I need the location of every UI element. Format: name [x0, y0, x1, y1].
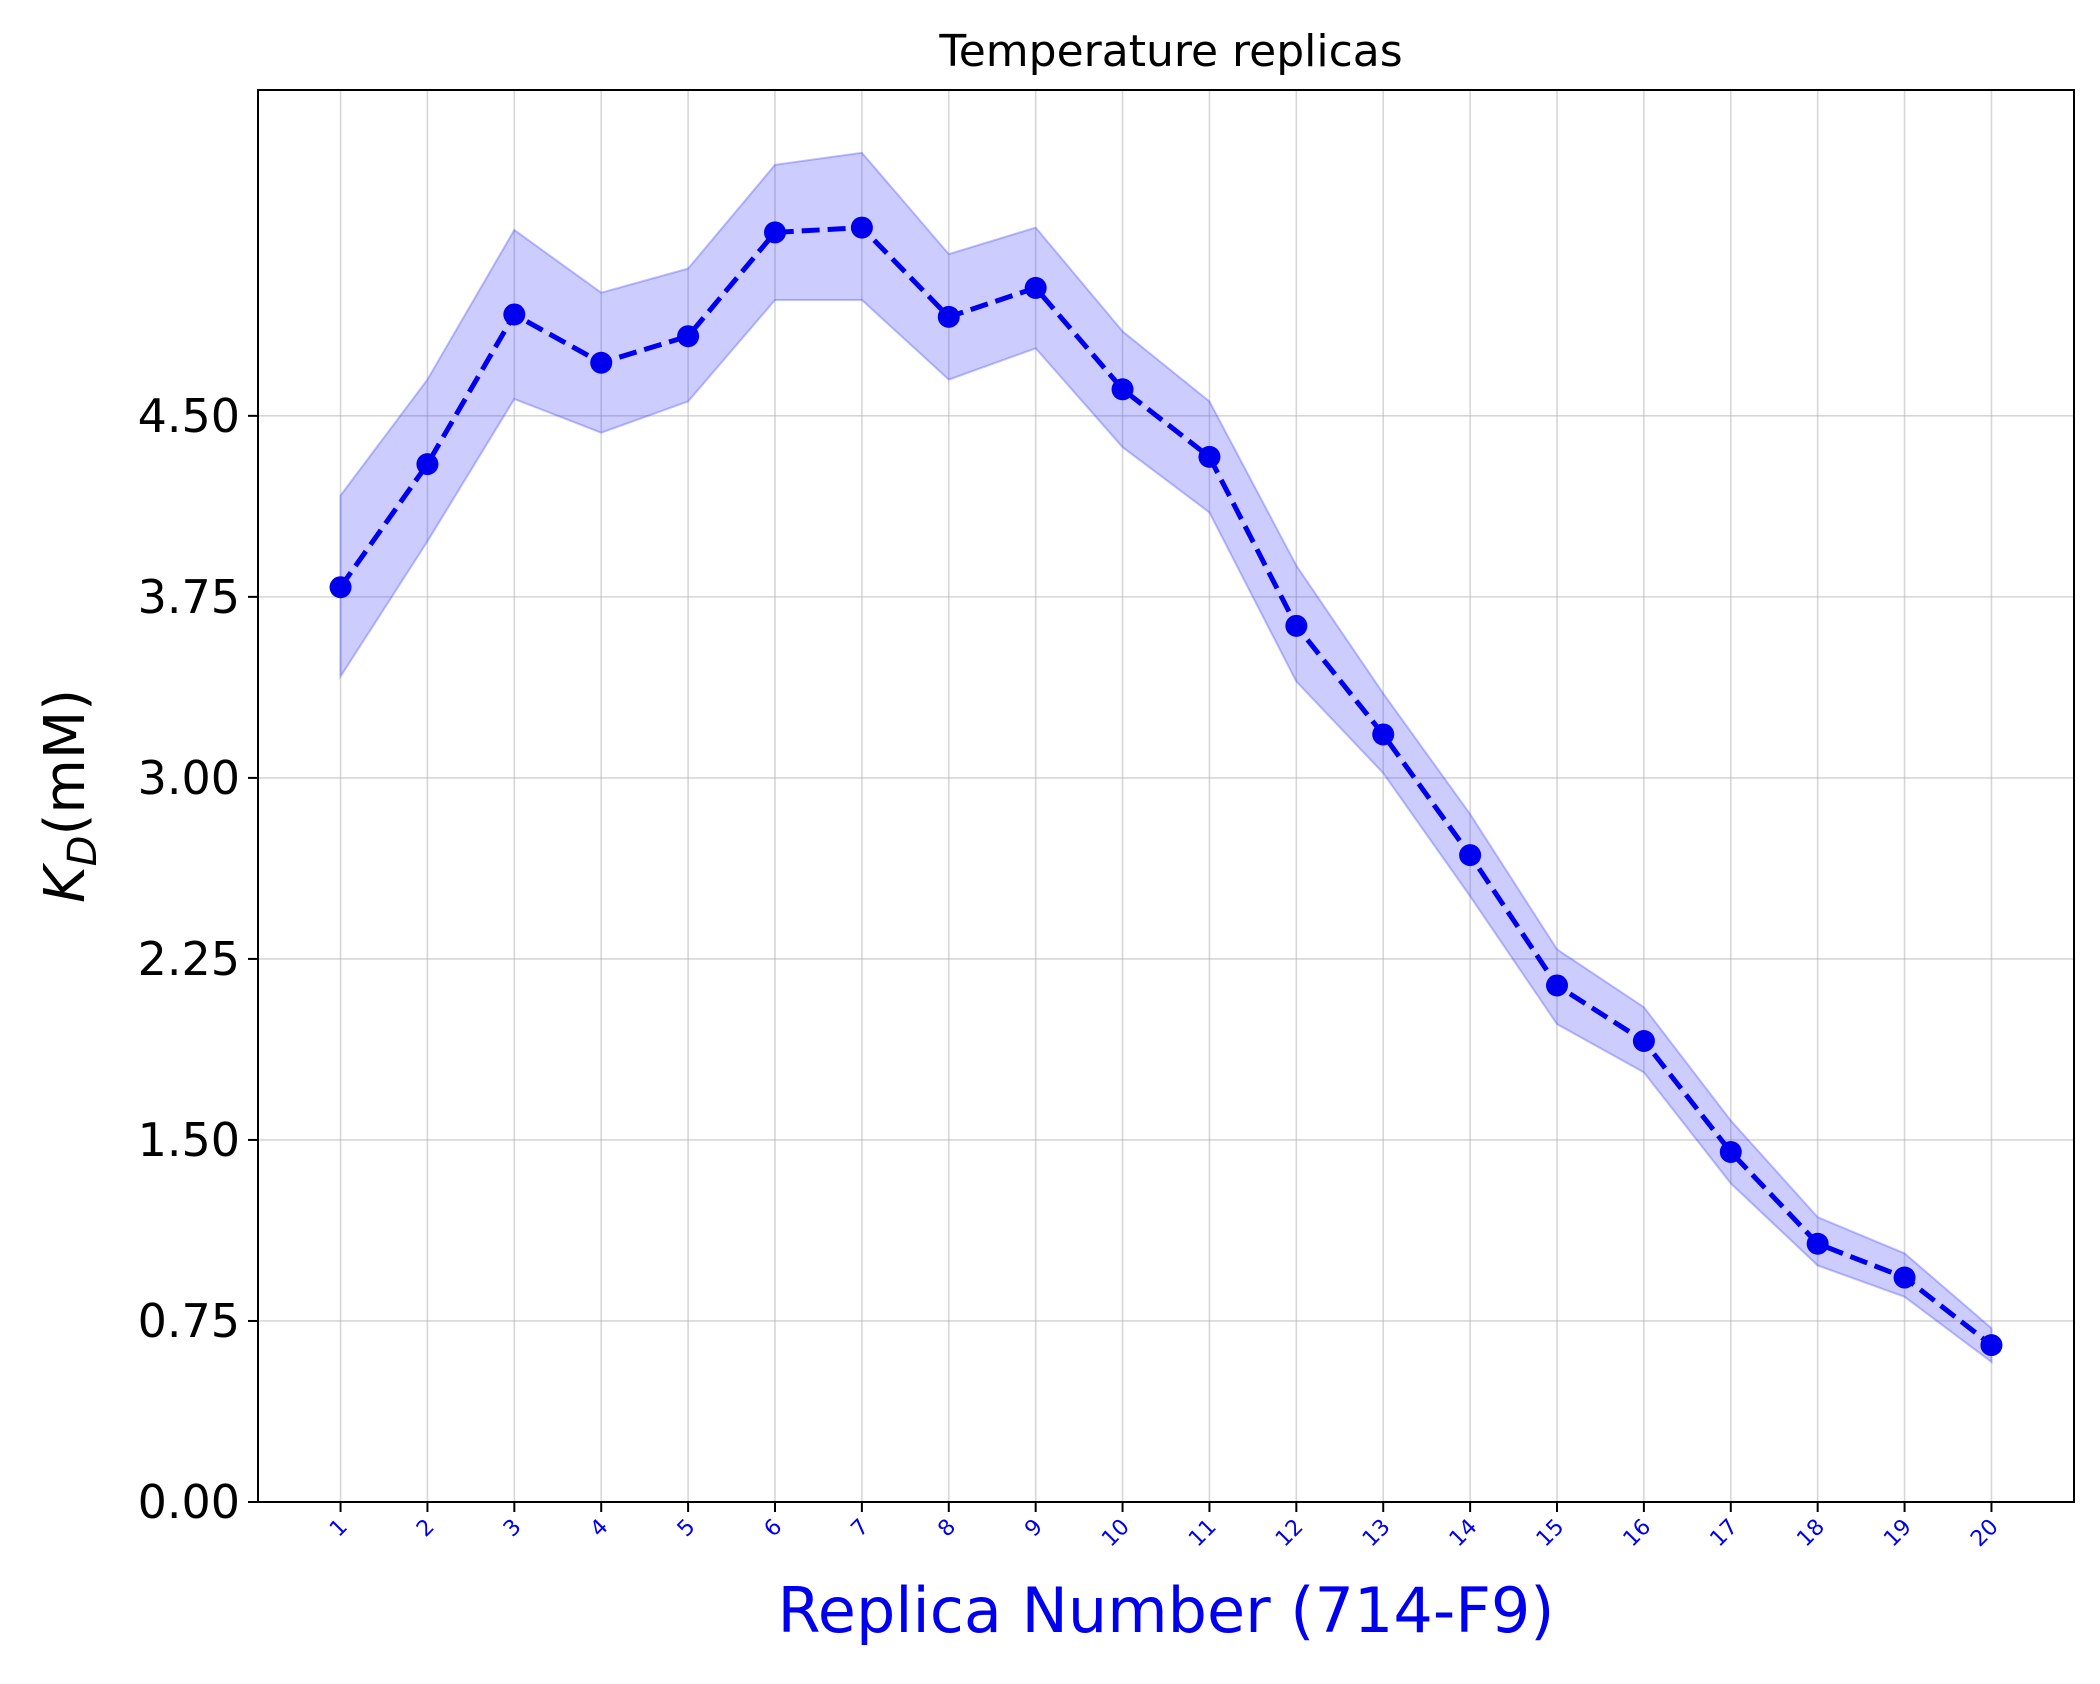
data-point	[937, 305, 960, 328]
data-point	[850, 216, 873, 239]
plot-frame	[257, 89, 2075, 1503]
data-point	[1024, 276, 1047, 299]
data-point	[763, 221, 786, 244]
y-tick-label: 1.50	[138, 1113, 240, 1167]
data-points	[329, 216, 2003, 1357]
x-tick-label: 3	[499, 1515, 527, 1543]
data-point	[1719, 1141, 1742, 1164]
x-tick-label: 10	[1097, 1515, 1134, 1552]
x-tick-label: 15	[1532, 1515, 1569, 1552]
data-point	[1285, 614, 1308, 637]
y-axis-label: KD(mM)	[33, 689, 106, 903]
x-tick-label: 19	[1879, 1515, 1916, 1552]
x-tick-label: 20	[1966, 1515, 2003, 1552]
x-axis-label: Replica Number (714-F9)	[778, 1574, 1555, 1647]
x-tick-label: 16	[1619, 1515, 1656, 1552]
data-point	[329, 576, 352, 599]
data-point	[1372, 723, 1395, 746]
x-tick-label: 6	[760, 1515, 788, 1543]
y-tick-label: 3.75	[138, 570, 240, 624]
y-tick-label: 4.50	[138, 389, 240, 443]
y-tick-label: 2.25	[138, 932, 240, 986]
x-tick-label: 14	[1445, 1515, 1482, 1552]
x-axis-ticks: 1 2 3 4 5 6 7 8 9 10 11 12 13 14 15 16 17 18 19 20	[325, 1502, 2004, 1552]
x-tick-label: 13	[1358, 1515, 1395, 1552]
y-tick-label: 3.00	[138, 751, 240, 805]
data-point	[1546, 974, 1569, 997]
confidence-band	[339, 151, 1993, 1365]
x-tick-label: 2	[412, 1515, 440, 1543]
y-tick-label: 0.75	[138, 1294, 240, 1348]
data-point	[1980, 1334, 2003, 1357]
data-point	[1198, 445, 1221, 468]
x-tick-label: 17	[1706, 1515, 1743, 1552]
y-axis-label-main: K	[33, 862, 98, 903]
chart-title: Temperature replicas	[938, 26, 1402, 77]
y-tick-label: 0.00	[138, 1475, 240, 1529]
x-tick-label: 7	[847, 1515, 875, 1543]
x-tick-label: 5	[673, 1515, 701, 1543]
x-tick-label: 1	[325, 1515, 353, 1543]
y-axis-label-unit: (mM)	[33, 689, 98, 836]
y-axis-label-subscript: D	[60, 836, 106, 867]
x-tick-label: 11	[1184, 1515, 1221, 1552]
data-point	[416, 453, 439, 476]
data-point	[1893, 1266, 1916, 1289]
x-tick-label: 8	[933, 1515, 961, 1543]
data-point	[1111, 378, 1134, 401]
y-axis-ticks: 0.00 0.75 1.50 2.25 3.00 3.75 4.50	[138, 389, 258, 1529]
confidence-band-layer	[339, 151, 1993, 1365]
data-point	[1632, 1029, 1655, 1052]
data-point	[677, 325, 700, 348]
data-point	[503, 303, 526, 326]
x-tick-label: 4	[586, 1515, 614, 1543]
x-tick-label: 18	[1792, 1515, 1829, 1552]
data-point	[590, 351, 613, 374]
x-tick-label: 12	[1271, 1515, 1308, 1552]
grid	[258, 90, 2074, 1503]
data-point	[1806, 1232, 1829, 1255]
x-tick-label: 9	[1020, 1515, 1048, 1543]
data-point	[1459, 844, 1482, 867]
